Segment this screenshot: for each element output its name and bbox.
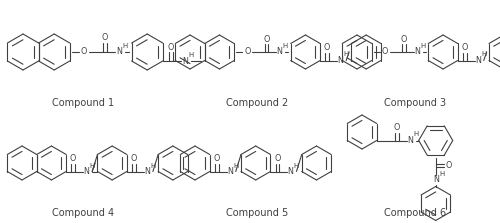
Text: O: O	[168, 43, 174, 52]
Text: H: H	[150, 163, 156, 169]
Text: N: N	[414, 47, 420, 56]
Text: Compound 4: Compound 4	[52, 208, 114, 218]
Text: O: O	[382, 47, 388, 56]
Text: O: O	[81, 47, 87, 56]
Text: H: H	[420, 43, 426, 49]
Text: N: N	[144, 167, 150, 176]
Text: Compound 6: Compound 6	[384, 208, 446, 218]
Text: H: H	[188, 52, 194, 58]
Text: N: N	[116, 47, 122, 56]
Text: N: N	[475, 56, 480, 65]
Text: O: O	[446, 161, 452, 170]
Text: H: H	[481, 52, 486, 58]
Text: Compound 3: Compound 3	[384, 98, 446, 108]
Text: O: O	[214, 154, 220, 163]
Text: N: N	[276, 47, 282, 56]
Text: Compound 1: Compound 1	[52, 98, 114, 108]
Text: N: N	[83, 167, 89, 176]
Text: O: O	[102, 33, 108, 43]
Text: Compound 2: Compound 2	[226, 98, 288, 108]
Text: H: H	[233, 163, 238, 169]
Text: H: H	[90, 163, 95, 169]
Text: H: H	[294, 163, 299, 169]
Text: H: H	[283, 43, 288, 49]
Text: O: O	[70, 154, 76, 163]
Text: O: O	[462, 43, 468, 52]
Text: O: O	[324, 43, 330, 52]
Text: O: O	[130, 154, 137, 163]
Text: H: H	[413, 132, 418, 138]
Text: H: H	[344, 52, 349, 58]
Text: N: N	[337, 56, 343, 65]
Text: Compound 5: Compound 5	[226, 208, 288, 218]
Text: O: O	[274, 154, 280, 163]
Text: O: O	[264, 35, 270, 43]
Text: O: O	[244, 47, 250, 56]
Text: H: H	[122, 43, 128, 49]
Text: N: N	[407, 136, 412, 145]
Text: O: O	[394, 123, 400, 132]
Text: O: O	[401, 35, 407, 43]
Text: N: N	[433, 175, 438, 184]
Text: N: N	[227, 167, 232, 176]
Text: N: N	[288, 167, 294, 176]
Text: H: H	[439, 171, 444, 178]
Text: N: N	[182, 56, 188, 66]
